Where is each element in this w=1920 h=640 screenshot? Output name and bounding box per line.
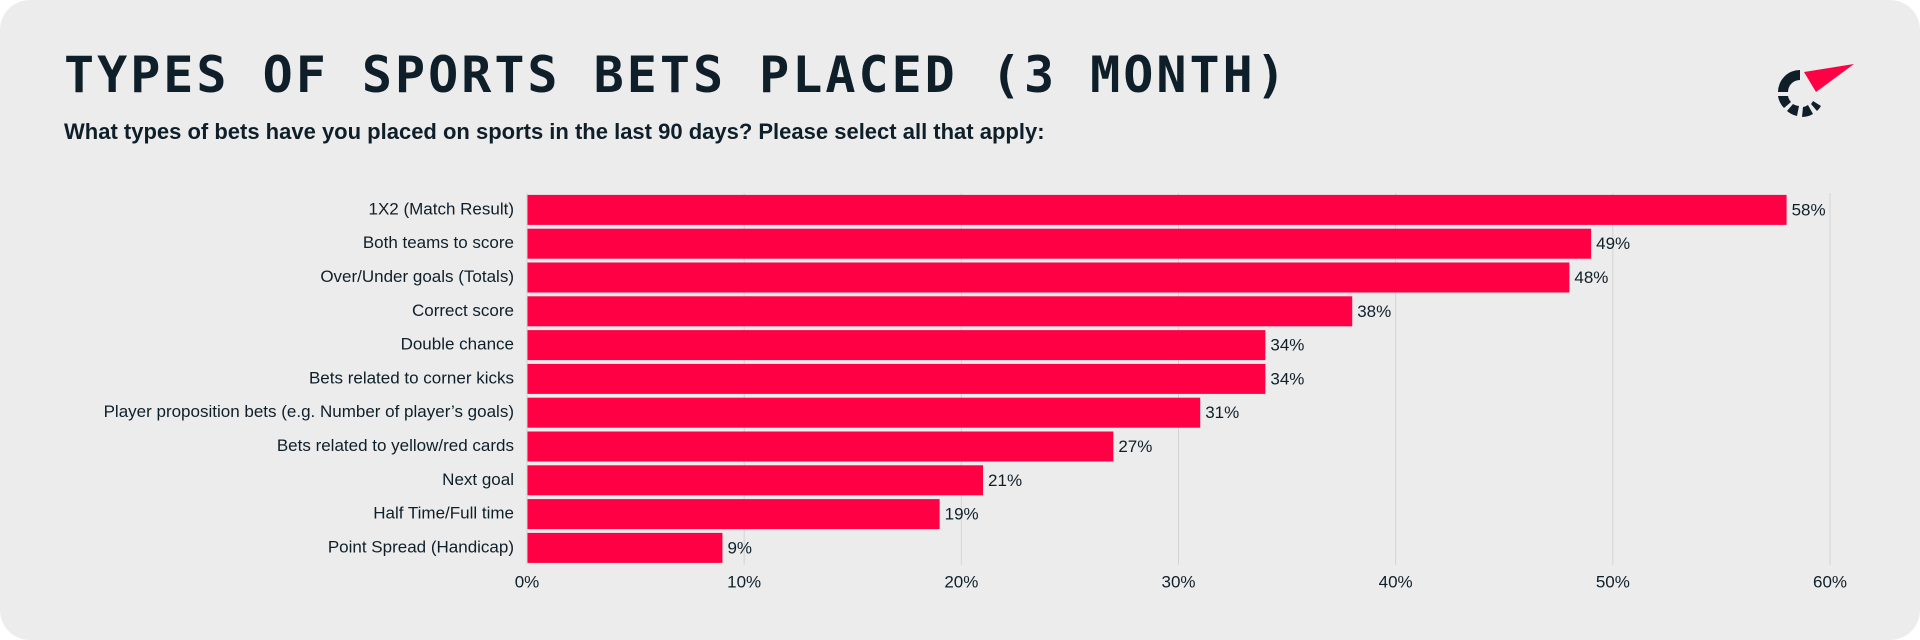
bar [527, 397, 1201, 428]
x-tick-label: 40% [1379, 572, 1413, 591]
category-label: Over/Under goals (Totals) [320, 267, 514, 286]
category-label: Point Spread (Handicap) [328, 537, 514, 556]
x-tick-label: 30% [1161, 572, 1195, 591]
bar [527, 262, 1570, 293]
data-label: 9% [727, 538, 752, 557]
data-label: 27% [1118, 437, 1152, 456]
category-label: Correct score [412, 301, 514, 320]
x-tick-label: 10% [727, 572, 761, 591]
data-label: 19% [945, 505, 979, 524]
bar [527, 194, 1787, 225]
bar [527, 465, 984, 496]
category-label: Half Time/Full time [373, 504, 514, 523]
bar [527, 431, 1114, 462]
bar [527, 363, 1266, 394]
data-label: 34% [1270, 336, 1304, 355]
data-label: 21% [988, 471, 1022, 490]
page-title: TYPES OF SPORTS BETS PLACED (3 MONTH) [64, 46, 1289, 104]
logo-ring [1778, 70, 1821, 117]
bar [527, 532, 723, 563]
data-label: 38% [1357, 302, 1391, 321]
category-label: Double chance [401, 335, 514, 354]
category-label: Next goal [442, 470, 514, 489]
bar [527, 330, 1266, 361]
category-label: Both teams to score [363, 233, 514, 252]
category-label: Bets related to yellow/red cards [277, 436, 514, 455]
category-label: Player proposition bets (e.g. Number of … [104, 402, 514, 421]
bar [527, 296, 1353, 327]
brand-logo-icon [1778, 64, 1854, 117]
data-label: 48% [1574, 268, 1608, 287]
category-label: Bets related to corner kicks [309, 368, 514, 387]
x-tick-label: 50% [1596, 572, 1630, 591]
x-tick-label: 60% [1813, 572, 1847, 591]
x-tick-label: 0% [515, 572, 540, 591]
bar [527, 499, 940, 530]
data-label: 58% [1792, 200, 1826, 219]
data-label: 49% [1596, 234, 1630, 253]
page-subtitle: What types of bets have you placed on sp… [64, 119, 1045, 144]
data-label: 34% [1270, 369, 1304, 388]
category-label: 1X2 (Match Result) [369, 199, 515, 218]
logo-accent [1804, 64, 1854, 92]
data-label: 31% [1205, 403, 1239, 422]
bar [527, 228, 1592, 259]
x-tick-label: 20% [944, 572, 978, 591]
